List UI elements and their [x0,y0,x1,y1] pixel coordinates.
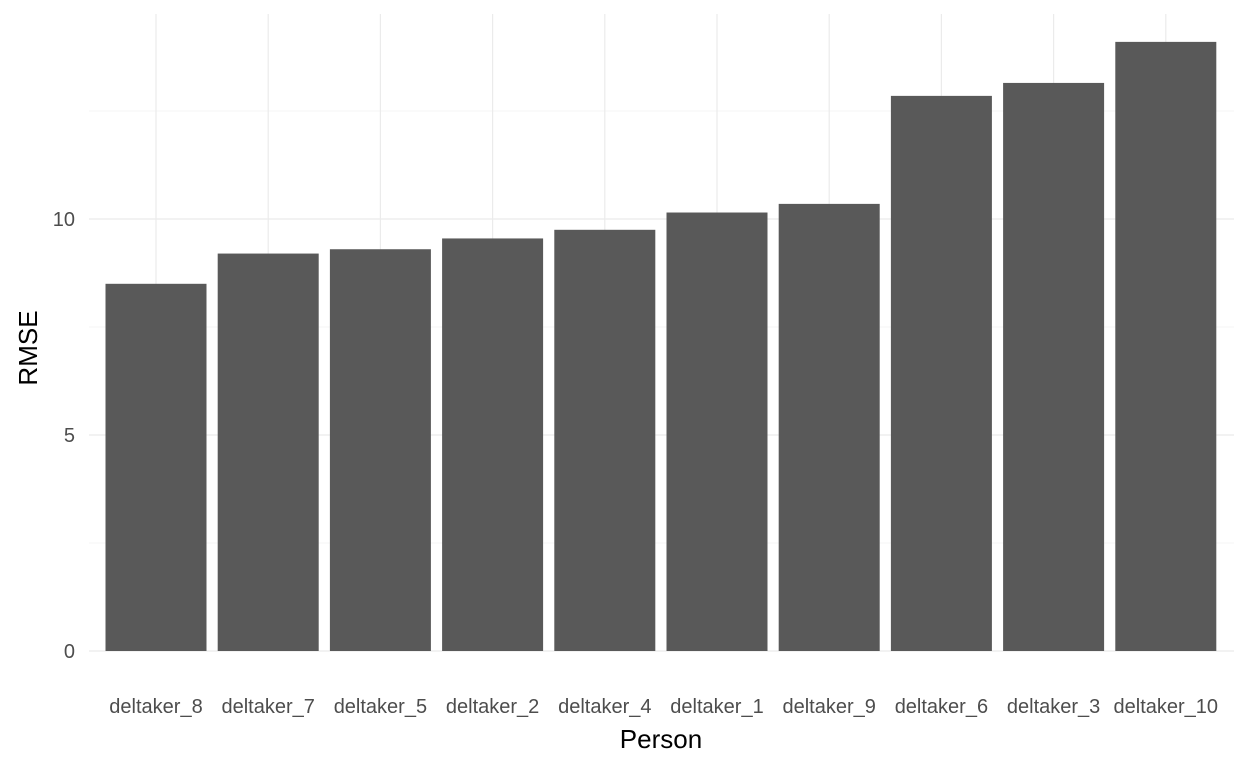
x-axis-title: Person [620,724,702,754]
bar-deltaker_6 [890,95,992,651]
x-tick-label: deltaker_5 [334,696,427,718]
x-tick-label: deltaker_7 [221,696,314,718]
y-tick-label: 5 [64,425,75,447]
x-tick-label: deltaker_4 [558,696,651,718]
bar-deltaker_3 [1003,82,1105,652]
x-tick-label: deltaker_8 [109,696,202,718]
x-tick-label: deltaker_3 [1007,696,1100,718]
y-axis-ticks: 0 5 10 [53,209,75,663]
bar-deltaker_1 [666,212,768,651]
x-tick-label: deltaker_10 [1114,696,1219,718]
bars [105,41,1217,652]
bar-deltaker_4 [554,229,656,652]
x-axis-ticks: deltaker_8 deltaker_7 deltaker_5 deltaker_2… [109,696,1218,718]
bar-deltaker_10 [1115,41,1217,651]
x-tick-label: deltaker_9 [782,696,875,718]
x-tick-label: deltaker_2 [446,696,539,718]
bar-deltaker_9 [778,203,880,651]
y-tick-label: 0 [64,641,75,663]
x-tick-label: deltaker_1 [670,696,763,718]
bar-deltaker_8 [105,283,207,651]
y-tick-label: 10 [53,209,75,231]
y-axis-title: RMSE [13,310,43,385]
bar-deltaker_7 [217,253,319,651]
x-tick-label: deltaker_6 [895,696,988,718]
bar-deltaker_2 [442,238,544,651]
bar-deltaker_5 [329,249,431,652]
